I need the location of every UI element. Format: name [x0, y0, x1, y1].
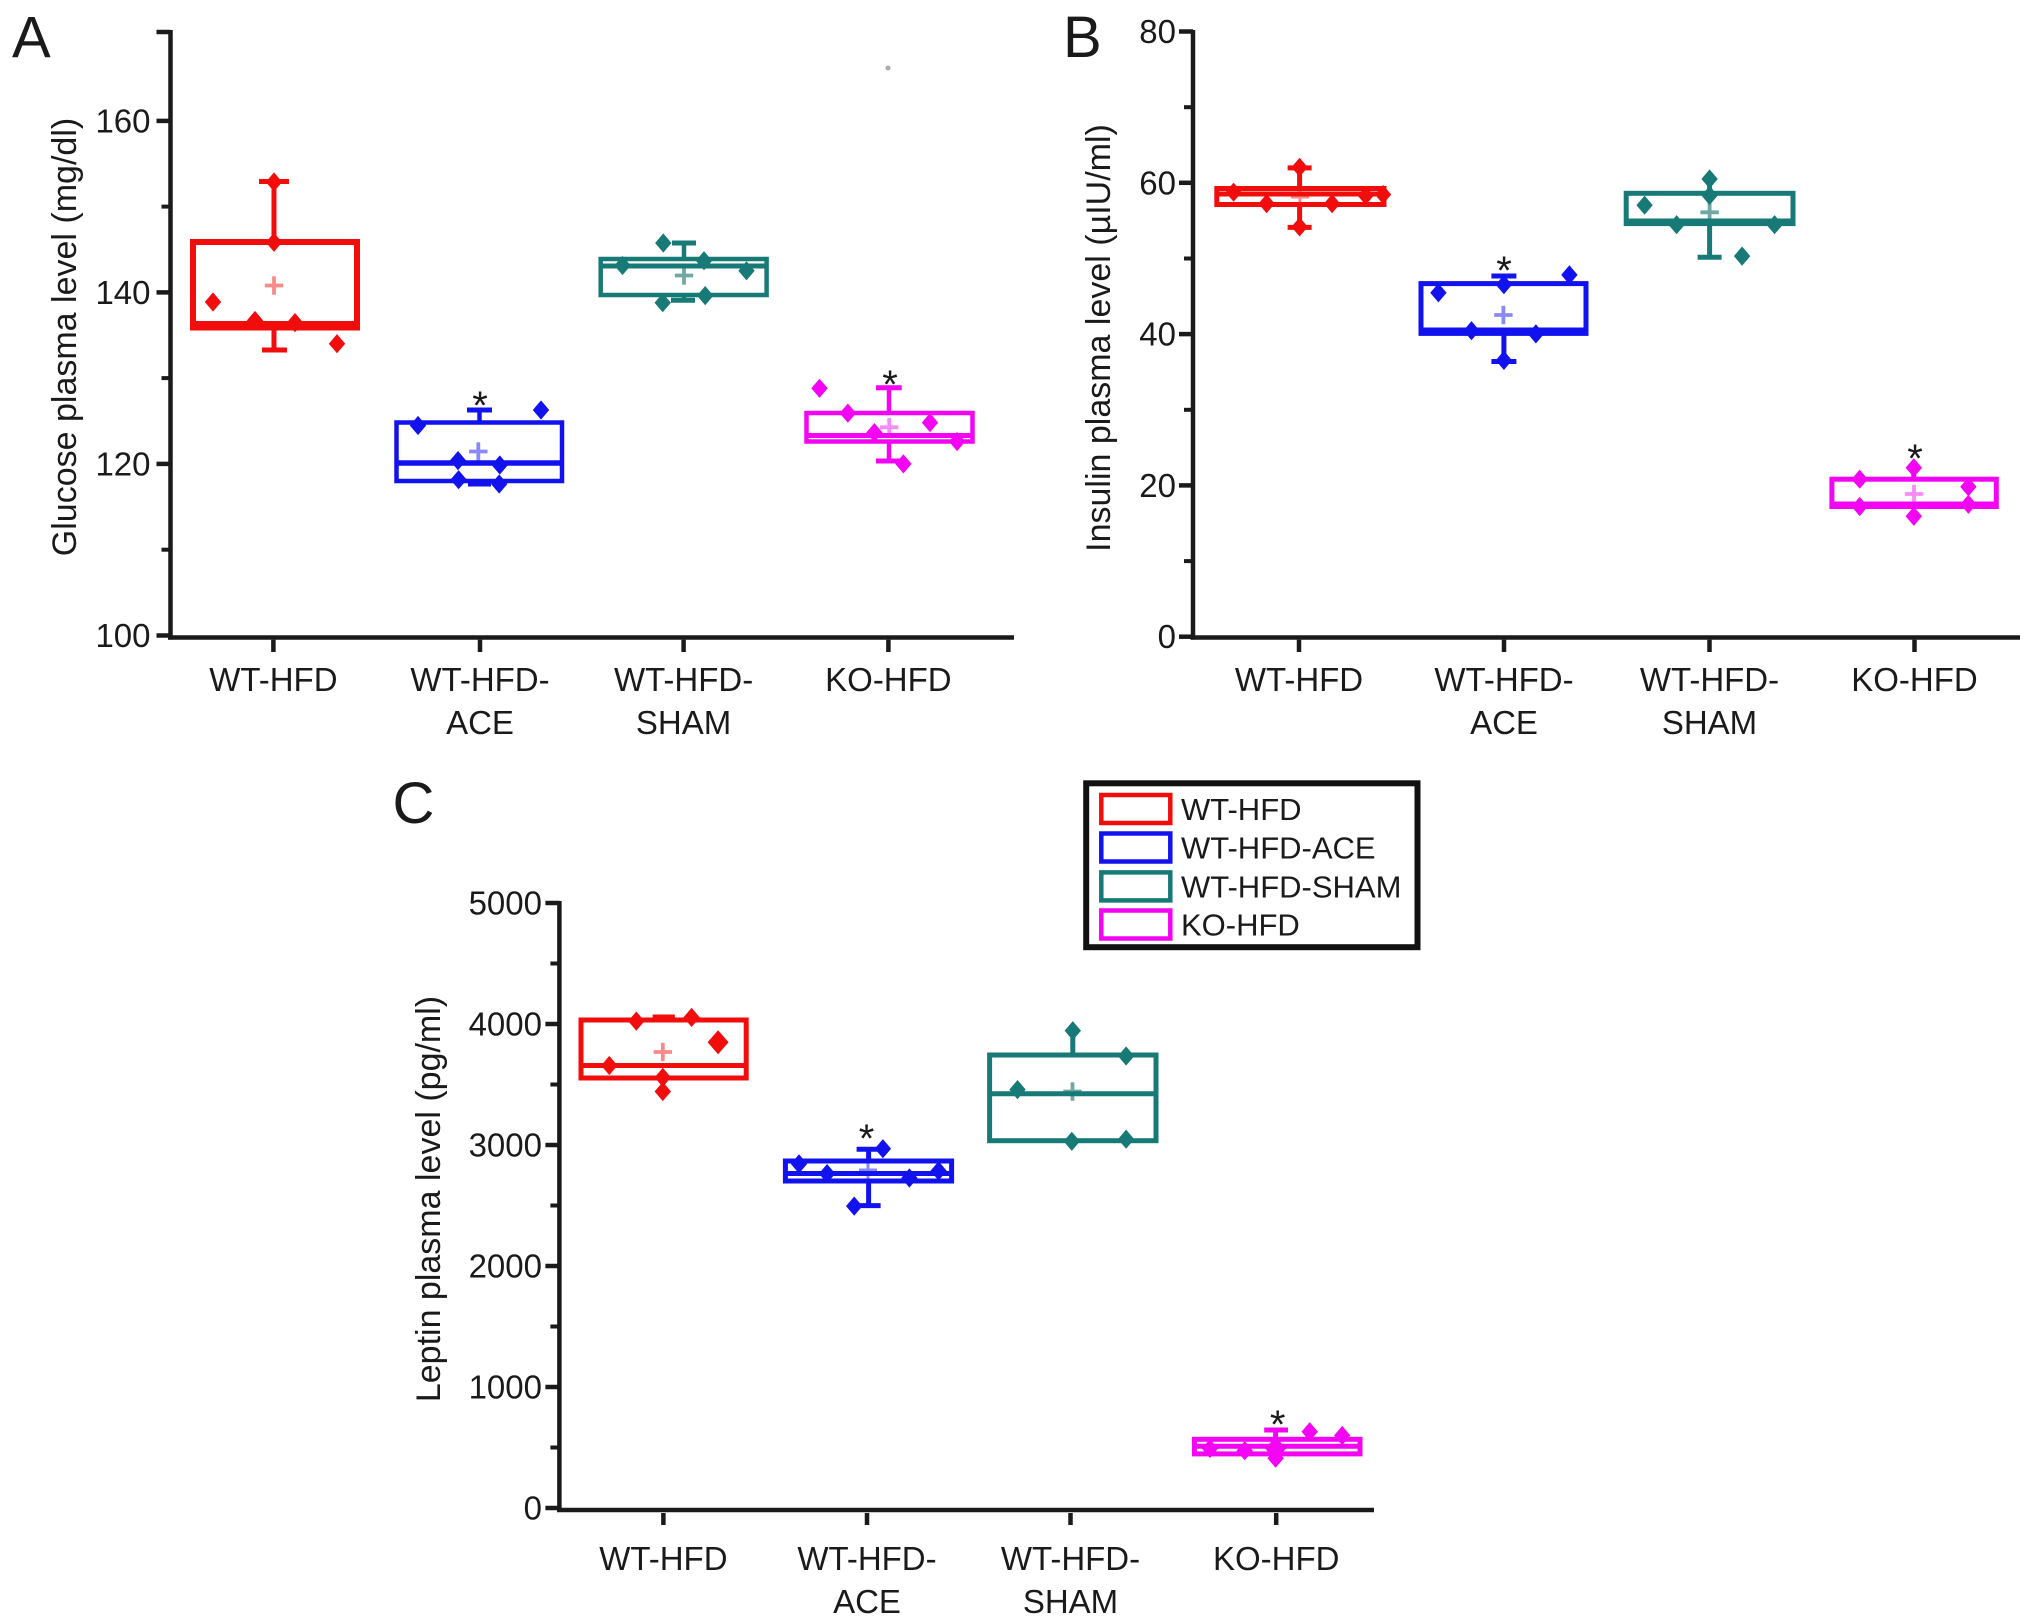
svg-text:ACE: ACE [833, 1583, 901, 1619]
svg-text:SHAM: SHAM [1023, 1583, 1118, 1619]
svg-text:KO-HFD: KO-HFD [1213, 1540, 1340, 1577]
svg-text:WT-HFD-: WT-HFD- [1434, 661, 1573, 698]
svg-text:WT-HFD: WT-HFD [1181, 792, 1302, 827]
svg-text:*: * [472, 384, 488, 428]
svg-text:80: 80 [1139, 13, 1176, 50]
svg-text:20: 20 [1139, 467, 1176, 504]
svg-text:4000: 4000 [469, 1006, 542, 1043]
svg-text:1000: 1000 [469, 1369, 542, 1406]
svg-text:60: 60 [1139, 164, 1176, 201]
svg-text:SHAM: SHAM [636, 704, 731, 741]
svg-text:WT-HFD-: WT-HFD- [1640, 661, 1779, 698]
svg-text:Glucose plasma level (mg/dl): Glucose plasma level (mg/dl) [46, 118, 84, 556]
svg-text:0: 0 [524, 1490, 542, 1527]
svg-text:ACE: ACE [446, 704, 514, 741]
svg-text:WT-HFD-ACE: WT-HFD-ACE [1181, 831, 1376, 866]
svg-text:KO-HFD: KO-HFD [825, 661, 952, 698]
svg-text:WT-HFD-: WT-HFD- [614, 661, 753, 698]
svg-text:*: * [1496, 249, 1512, 293]
svg-text:*: * [882, 363, 898, 407]
svg-text:WT-HFD-: WT-HFD- [1001, 1540, 1140, 1577]
svg-text:100: 100 [95, 617, 150, 654]
svg-text:WT-HFD: WT-HFD [599, 1540, 727, 1577]
svg-text:*: * [1270, 1403, 1286, 1447]
svg-text:C: C [393, 771, 435, 836]
svg-text:3000: 3000 [469, 1127, 542, 1164]
svg-text:2000: 2000 [469, 1248, 542, 1285]
svg-text:B: B [1063, 5, 1102, 70]
svg-text:*: * [1907, 437, 1923, 481]
svg-text:WT-HFD: WT-HFD [209, 661, 337, 698]
svg-text:Insulin plasma level (µIU/ml): Insulin plasma level (µIU/ml) [1080, 124, 1118, 552]
svg-text:A: A [12, 6, 51, 71]
svg-text:KO-HFD: KO-HFD [1851, 661, 1978, 698]
svg-text:WT-HFD-: WT-HFD- [797, 1540, 936, 1577]
svg-text:Leptin plasma level (pg/ml): Leptin plasma level (pg/ml) [410, 996, 448, 1402]
svg-text:KO-HFD: KO-HFD [1181, 908, 1300, 943]
svg-text:120: 120 [95, 445, 150, 482]
svg-text:WT-HFD-: WT-HFD- [410, 661, 549, 698]
svg-text:40: 40 [1139, 316, 1176, 353]
svg-text:5000: 5000 [469, 885, 542, 922]
svg-text:160: 160 [95, 102, 150, 139]
svg-text:*: * [859, 1117, 875, 1161]
svg-text:ACE: ACE [1470, 704, 1538, 741]
svg-text:WT-HFD: WT-HFD [1235, 661, 1363, 698]
svg-text:SHAM: SHAM [1662, 704, 1757, 741]
svg-text:0: 0 [1158, 618, 1176, 655]
svg-text:WT-HFD-SHAM: WT-HFD-SHAM [1181, 869, 1401, 904]
svg-text:140: 140 [95, 274, 150, 311]
